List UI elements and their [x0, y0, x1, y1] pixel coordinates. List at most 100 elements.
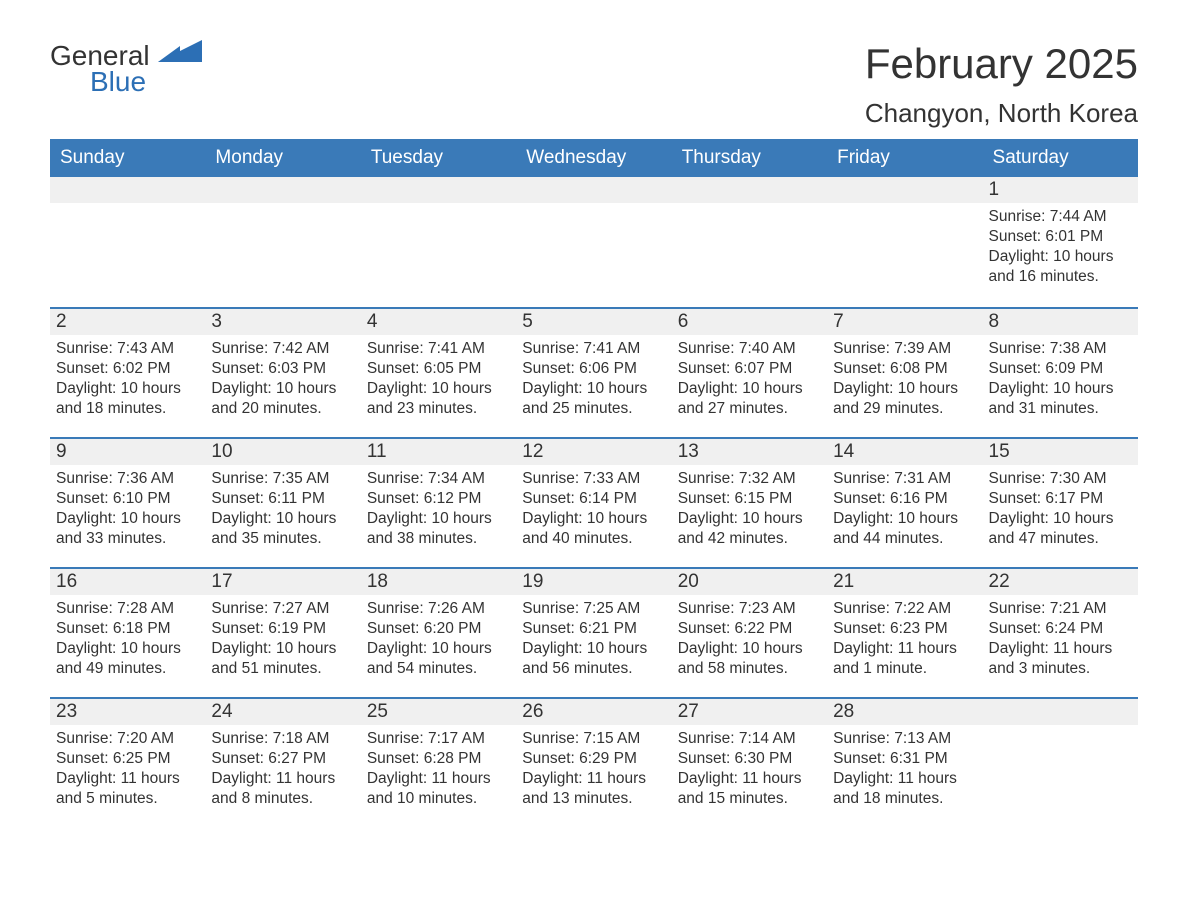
weekday-header: Thursday [672, 139, 827, 177]
calendar-cell: 22Sunrise: 7:21 AMSunset: 6:24 PMDayligh… [983, 567, 1138, 697]
sunrise-text: Sunrise: 7:41 AM [367, 339, 510, 359]
daylight-text: Daylight: 11 hours and 8 minutes. [211, 769, 354, 809]
sunrise-text: Sunrise: 7:14 AM [678, 729, 821, 749]
calendar-cell [361, 177, 516, 307]
sunrise-text: Sunrise: 7:32 AM [678, 469, 821, 489]
calendar-cell [516, 177, 671, 307]
day-details: Sunrise: 7:41 AMSunset: 6:05 PMDaylight:… [361, 335, 516, 430]
daylight-text: Daylight: 10 hours and 49 minutes. [56, 639, 199, 679]
sunrise-text: Sunrise: 7:15 AM [522, 729, 665, 749]
sunset-text: Sunset: 6:03 PM [211, 359, 354, 379]
sunrise-text: Sunrise: 7:39 AM [833, 339, 976, 359]
day-number: 28 [827, 697, 982, 725]
daylight-text: Daylight: 10 hours and 18 minutes. [56, 379, 199, 419]
daylight-text: Daylight: 10 hours and 20 minutes. [211, 379, 354, 419]
calendar-cell: 7 Sunrise: 7:39 AMSunset: 6:08 PMDaylight… [827, 307, 982, 437]
day-number: 7 [827, 307, 982, 335]
day-number: 1 [983, 177, 1138, 203]
calendar-cell [827, 177, 982, 307]
calendar-cell: 26Sunrise: 7:15 AMSunset: 6:29 PMDayligh… [516, 697, 671, 827]
day-details: Sunrise: 7:44 AMSunset: 6:01 PMDaylight:… [983, 203, 1138, 298]
day-details: Sunrise: 7:28 AMSunset: 6:18 PMDaylight:… [50, 595, 205, 690]
calendar-cell: 24Sunrise: 7:18 AMSunset: 6:27 PMDayligh… [205, 697, 360, 827]
day-number: 14 [827, 437, 982, 465]
daylight-text: Daylight: 10 hours and 40 minutes. [522, 509, 665, 549]
logo: General Blue [50, 40, 202, 98]
day-details: Sunrise: 7:40 AMSunset: 6:07 PMDaylight:… [672, 335, 827, 430]
sunrise-text: Sunrise: 7:41 AM [522, 339, 665, 359]
weekday-header: Saturday [983, 139, 1138, 177]
calendar-cell: 17Sunrise: 7:27 AMSunset: 6:19 PMDayligh… [205, 567, 360, 697]
sunrise-text: Sunrise: 7:30 AM [989, 469, 1132, 489]
sunset-text: Sunset: 6:31 PM [833, 749, 976, 769]
weekday-header-row: Sunday Monday Tuesday Wednesday Thursday… [50, 139, 1138, 177]
daylight-text: Daylight: 10 hours and 38 minutes. [367, 509, 510, 549]
sunrise-text: Sunrise: 7:23 AM [678, 599, 821, 619]
day-details: Sunrise: 7:13 AMSunset: 6:31 PMDaylight:… [827, 725, 982, 820]
day-details: Sunrise: 7:34 AMSunset: 6:12 PMDaylight:… [361, 465, 516, 560]
sunset-text: Sunset: 6:14 PM [522, 489, 665, 509]
calendar-cell: 13Sunrise: 7:32 AMSunset: 6:15 PMDayligh… [672, 437, 827, 567]
day-number: 18 [361, 567, 516, 595]
day-number: 25 [361, 697, 516, 725]
sunset-text: Sunset: 6:16 PM [833, 489, 976, 509]
sunset-text: Sunset: 6:05 PM [367, 359, 510, 379]
day-number: 8 [983, 307, 1138, 335]
day-details: Sunrise: 7:21 AMSunset: 6:24 PMDaylight:… [983, 595, 1138, 690]
day-number: 10 [205, 437, 360, 465]
daylight-text: Daylight: 10 hours and 16 minutes. [989, 247, 1132, 287]
weekday-header: Monday [205, 139, 360, 177]
sunrise-text: Sunrise: 7:26 AM [367, 599, 510, 619]
sunset-text: Sunset: 6:30 PM [678, 749, 821, 769]
calendar-cell: 10Sunrise: 7:35 AMSunset: 6:11 PMDayligh… [205, 437, 360, 567]
weekday-header: Wednesday [516, 139, 671, 177]
day-number: 13 [672, 437, 827, 465]
page-subtitle: Changyon, North Korea [865, 98, 1138, 129]
calendar-cell: 18Sunrise: 7:26 AMSunset: 6:20 PMDayligh… [361, 567, 516, 697]
day-number: 21 [827, 567, 982, 595]
day-number: 6 [672, 307, 827, 335]
daylight-text: Daylight: 11 hours and 1 minute. [833, 639, 976, 679]
day-details: Sunrise: 7:22 AMSunset: 6:23 PMDaylight:… [827, 595, 982, 690]
daylight-text: Daylight: 10 hours and 29 minutes. [833, 379, 976, 419]
day-number: 4 [361, 307, 516, 335]
sunrise-text: Sunrise: 7:27 AM [211, 599, 354, 619]
calendar-cell: 2Sunrise: 7:43 AMSunset: 6:02 PMDaylight… [50, 307, 205, 437]
day-details: Sunrise: 7:41 AMSunset: 6:06 PMDaylight:… [516, 335, 671, 430]
sunrise-text: Sunrise: 7:40 AM [678, 339, 821, 359]
sunrise-text: Sunrise: 7:20 AM [56, 729, 199, 749]
day-details: Sunrise: 7:20 AMSunset: 6:25 PMDaylight:… [50, 725, 205, 820]
day-details: Sunrise: 7:32 AMSunset: 6:15 PMDaylight:… [672, 465, 827, 560]
sunrise-text: Sunrise: 7:42 AM [211, 339, 354, 359]
sunset-text: Sunset: 6:11 PM [211, 489, 354, 509]
sunrise-text: Sunrise: 7:21 AM [989, 599, 1132, 619]
day-number: 19 [516, 567, 671, 595]
calendar-week-row: 2Sunrise: 7:43 AMSunset: 6:02 PMDaylight… [50, 307, 1138, 437]
sunset-text: Sunset: 6:18 PM [56, 619, 199, 639]
day-number: 16 [50, 567, 205, 595]
weekday-header: Friday [827, 139, 982, 177]
sunset-text: Sunset: 6:08 PM [833, 359, 976, 379]
header: General Blue February 2025 Changyon, Nor… [50, 40, 1138, 129]
sunset-text: Sunset: 6:12 PM [367, 489, 510, 509]
calendar-cell: 12Sunrise: 7:33 AMSunset: 6:14 PMDayligh… [516, 437, 671, 567]
day-details: Sunrise: 7:33 AMSunset: 6:14 PMDaylight:… [516, 465, 671, 560]
day-number: 24 [205, 697, 360, 725]
calendar-cell: 8Sunrise: 7:38 AMSunset: 6:09 PMDaylight… [983, 307, 1138, 437]
daylight-text: Daylight: 10 hours and 31 minutes. [989, 379, 1132, 419]
sunset-text: Sunset: 6:27 PM [211, 749, 354, 769]
sunrise-text: Sunrise: 7:28 AM [56, 599, 199, 619]
daylight-text: Daylight: 10 hours and 35 minutes. [211, 509, 354, 549]
calendar-week-row: 16Sunrise: 7:28 AMSunset: 6:18 PMDayligh… [50, 567, 1138, 697]
sunset-text: Sunset: 6:24 PM [989, 619, 1132, 639]
sunset-text: Sunset: 6:21 PM [522, 619, 665, 639]
empty-cell-bar [672, 177, 827, 203]
sunset-text: Sunset: 6:29 PM [522, 749, 665, 769]
calendar-cell: 6Sunrise: 7:40 AMSunset: 6:07 PMDaylight… [672, 307, 827, 437]
daylight-text: Daylight: 10 hours and 25 minutes. [522, 379, 665, 419]
calendar-cell: 19Sunrise: 7:25 AMSunset: 6:21 PMDayligh… [516, 567, 671, 697]
sunset-text: Sunset: 6:15 PM [678, 489, 821, 509]
day-number: 22 [983, 567, 1138, 595]
daylight-text: Daylight: 10 hours and 42 minutes. [678, 509, 821, 549]
day-details: Sunrise: 7:27 AMSunset: 6:19 PMDaylight:… [205, 595, 360, 690]
